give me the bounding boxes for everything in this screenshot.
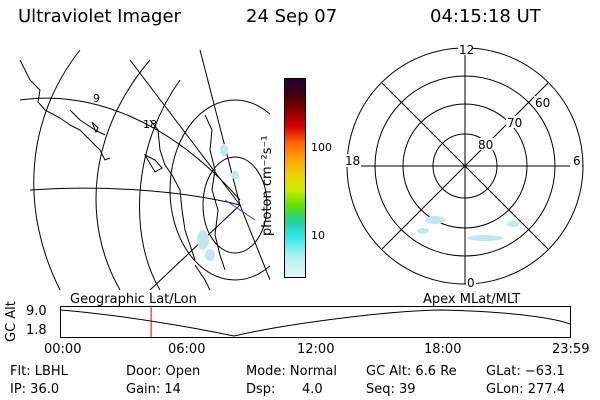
glat-info: GLat: −63.1 bbox=[486, 364, 565, 379]
meridian-line bbox=[199, 49, 241, 206]
gain-info: Gain: 14 bbox=[126, 382, 181, 397]
lat-arc bbox=[33, 49, 81, 290]
sun-direction-line bbox=[224, 199, 256, 221]
coastline bbox=[149, 119, 196, 261]
geographic-map: 9 18 bbox=[19, 49, 270, 290]
timeline-x-tick-0000: 00:00 bbox=[44, 342, 82, 357]
filter-info: Flt: LBHL bbox=[10, 364, 68, 379]
dsp-value: 4.0 bbox=[302, 382, 323, 397]
coastline bbox=[91, 121, 99, 134]
timeline-x-tick-2359: 23:59 bbox=[552, 342, 590, 357]
aurora-patch bbox=[205, 249, 215, 261]
seq-info: Seq: 39 bbox=[366, 382, 416, 397]
instrument-title: Ultraviolet Imager bbox=[18, 6, 181, 27]
meridian-line bbox=[19, 97, 241, 201]
orbit-altitude-timeline bbox=[60, 306, 571, 338]
colorbar-tick-100: 100 bbox=[311, 141, 332, 154]
timeline-left-title: Geographic Lat/Lon bbox=[70, 292, 197, 307]
lat-label-80: 80 bbox=[478, 138, 493, 152]
aurora-patch bbox=[467, 235, 503, 241]
aurora-patch bbox=[417, 228, 429, 234]
lat-circle bbox=[202, 156, 268, 254]
gc-alt-info: GC Alt: 6.6 Re bbox=[366, 364, 457, 379]
timeline-y-axis-label: GC Alt bbox=[4, 301, 19, 342]
mlt-label-0: 0 bbox=[467, 276, 475, 290]
dsp-label: Dsp: bbox=[246, 382, 276, 397]
timeline-right-title: Apex MLat/MLT bbox=[423, 292, 521, 307]
timeline-x-tick-1200: 12:00 bbox=[297, 342, 335, 357]
coastline bbox=[143, 153, 163, 173]
lat-label-70: 70 bbox=[507, 116, 522, 130]
aurora-patch bbox=[425, 216, 445, 224]
observation-date: 24 Sep 07 bbox=[246, 6, 338, 27]
door-info: Door: Open bbox=[126, 364, 201, 379]
aurora-patch bbox=[507, 221, 519, 227]
label-bg bbox=[506, 116, 524, 128]
ip-info: IP: 36.0 bbox=[10, 382, 60, 397]
timeline-x-tick-1800: 18:00 bbox=[424, 342, 462, 357]
aurora-patch bbox=[231, 171, 239, 179]
timeline-y-tick-high: 9.0 bbox=[26, 304, 47, 319]
label-bg bbox=[477, 138, 495, 150]
coastline bbox=[19, 59, 111, 161]
label-bg bbox=[534, 96, 552, 108]
lat-arc bbox=[139, 79, 181, 290]
polar-mlt-plot: 12 18 6 0 60 70 80 bbox=[343, 44, 584, 290]
lat-circle bbox=[169, 99, 270, 281]
label-bg bbox=[466, 276, 476, 288]
meridian-line bbox=[29, 187, 241, 206]
aurora-patch bbox=[197, 230, 209, 250]
timeline-y-tick-low: 1.8 bbox=[26, 323, 47, 338]
colorbar-unit-label: photon cm⁻²s⁻¹ bbox=[260, 135, 275, 236]
aurora-patch bbox=[220, 144, 228, 156]
mlt-label-6: 6 bbox=[573, 154, 581, 168]
meridian-line bbox=[149, 204, 241, 290]
lat-label-60: 60 bbox=[535, 96, 550, 110]
glon-info: GLon: 277.4 bbox=[486, 382, 566, 397]
mode-info: Mode: Normal bbox=[246, 364, 337, 379]
lat-arc bbox=[95, 59, 151, 290]
diagonal-line bbox=[381, 82, 549, 250]
label-bg bbox=[570, 154, 582, 167]
meridian-label-18: 18 bbox=[143, 118, 157, 131]
colorbar-tick-10: 10 bbox=[311, 229, 325, 242]
coastline bbox=[194, 264, 211, 290]
mlt-label-12: 12 bbox=[459, 44, 474, 57]
color-scale-bar bbox=[284, 78, 306, 278]
timeline-x-tick-0600: 06:00 bbox=[168, 342, 206, 357]
meridian-label-9: 9 bbox=[93, 92, 100, 105]
coastline bbox=[69, 109, 106, 136]
coastline bbox=[204, 114, 226, 271]
altitude-curve bbox=[61, 309, 570, 337]
label-bg bbox=[343, 154, 361, 167]
observation-time: 04:15:18 UT bbox=[430, 6, 541, 27]
label-bg bbox=[458, 44, 472, 55]
mlt-label-18: 18 bbox=[345, 154, 360, 168]
